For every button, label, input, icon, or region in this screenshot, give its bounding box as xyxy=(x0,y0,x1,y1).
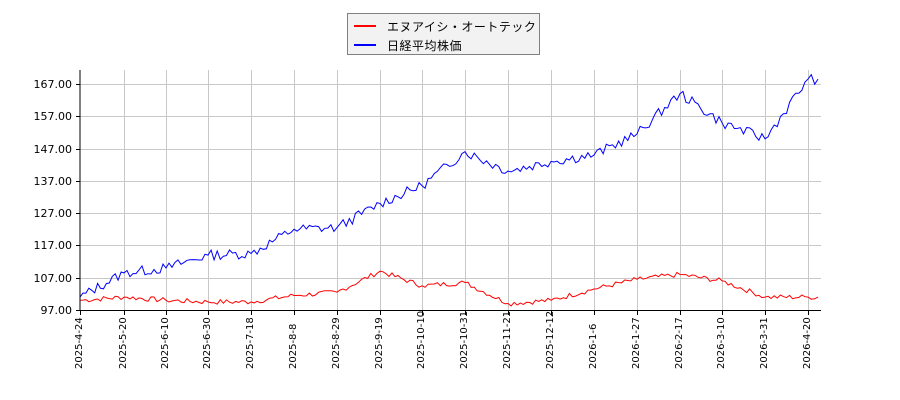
y-tick-label: 117.00 xyxy=(33,238,73,252)
x-tick-label: 2026-1-6 xyxy=(588,323,599,369)
x-tick-label: 2025-12-12 xyxy=(545,310,556,369)
x-tick-label: 2025-4-24 xyxy=(74,317,85,369)
x-tick-label: 2025-10-10 xyxy=(416,310,427,369)
y-tick-label: 107.00 xyxy=(33,271,73,285)
series-line-nikkei xyxy=(79,73,819,298)
x-tick-label: 2026-1-27 xyxy=(631,317,642,369)
x-tick-label: 2026-4-20 xyxy=(802,317,813,369)
y-tick-label: 147.00 xyxy=(33,142,73,156)
x-tick-label: 2026-3-10 xyxy=(716,317,727,369)
y-tick-label: 137.00 xyxy=(33,174,73,188)
x-tick-label: 2026-2-17 xyxy=(674,317,685,369)
grid-lines xyxy=(80,70,821,310)
series-line-nic-autotec xyxy=(79,270,819,307)
legend-item-nikkei: 日経平均株価 xyxy=(354,36,462,54)
y-tick-label: 157.00 xyxy=(33,109,73,123)
legend: エヌアイシ・オートテック 日経平均株価 xyxy=(347,13,540,55)
x-tick-label: 2025-10-31 xyxy=(459,310,470,369)
x-tick-label: 2025-8-29 xyxy=(331,317,342,369)
legend-swatch-red xyxy=(354,25,376,27)
x-tick-label: 2025-8-8 xyxy=(288,323,299,369)
legend-item-nic-autotec: エヌアイシ・オートテック xyxy=(354,17,536,35)
x-tick-label: 2025-11-21 xyxy=(502,310,513,369)
axes xyxy=(79,70,821,311)
legend-swatch-blue xyxy=(354,44,376,46)
y-tick-label: 97.00 xyxy=(40,303,73,317)
x-tick-label: 2026-3-31 xyxy=(759,317,770,369)
legend-label: エヌアイシ・オートテック xyxy=(387,19,537,34)
y-tick-label: 167.00 xyxy=(33,77,73,91)
legend-label: 日経平均株価 xyxy=(387,38,463,53)
y-tick-label: 127.00 xyxy=(33,206,73,220)
axis-ticks xyxy=(76,84,809,315)
x-tick-label: 2025-7-18 xyxy=(245,317,256,369)
x-tick-label: 2025-6-10 xyxy=(160,317,171,369)
x-tick-label: 2025-6-30 xyxy=(202,317,213,369)
x-tick-label: 2025-9-19 xyxy=(374,317,385,369)
series-lines xyxy=(79,73,819,307)
x-tick-label: 2025-5-20 xyxy=(118,317,129,369)
